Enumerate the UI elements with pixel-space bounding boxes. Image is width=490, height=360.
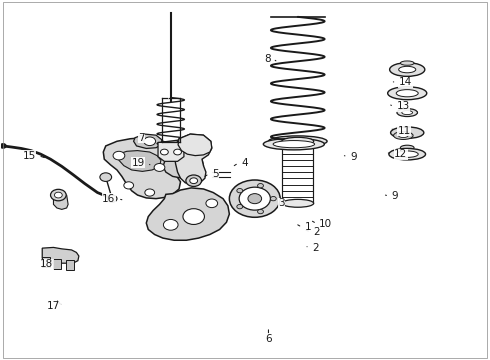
- Ellipse shape: [269, 136, 327, 147]
- Circle shape: [186, 175, 201, 186]
- Ellipse shape: [388, 87, 427, 100]
- Text: 6: 6: [265, 333, 272, 343]
- Circle shape: [206, 199, 218, 208]
- Polygon shape: [134, 134, 162, 148]
- Text: 9: 9: [350, 152, 357, 162]
- Text: 16: 16: [102, 194, 116, 204]
- Circle shape: [258, 210, 264, 214]
- Circle shape: [183, 209, 204, 225]
- Circle shape: [160, 149, 168, 155]
- Circle shape: [237, 204, 243, 209]
- Polygon shape: [174, 134, 212, 184]
- Bar: [66, 260, 74, 270]
- Circle shape: [154, 163, 165, 171]
- Ellipse shape: [282, 137, 314, 145]
- Ellipse shape: [402, 111, 413, 114]
- Text: 12: 12: [394, 149, 407, 159]
- Text: 8: 8: [264, 54, 270, 64]
- Circle shape: [124, 182, 134, 189]
- Text: 13: 13: [396, 102, 410, 112]
- Text: 7: 7: [138, 133, 145, 143]
- Polygon shape: [118, 150, 161, 171]
- Circle shape: [163, 220, 178, 230]
- Text: 2: 2: [314, 227, 320, 237]
- Circle shape: [229, 180, 280, 217]
- Text: 4: 4: [241, 158, 248, 168]
- Ellipse shape: [396, 90, 418, 97]
- Ellipse shape: [393, 132, 413, 139]
- Circle shape: [270, 197, 276, 201]
- Circle shape: [190, 178, 197, 184]
- Text: 5: 5: [212, 168, 219, 179]
- Circle shape: [237, 189, 243, 193]
- Text: 1: 1: [305, 222, 311, 232]
- Polygon shape: [103, 138, 180, 199]
- Polygon shape: [147, 188, 229, 240]
- Circle shape: [144, 137, 156, 145]
- Polygon shape: [158, 142, 184, 161]
- Text: 14: 14: [399, 77, 412, 87]
- Ellipse shape: [400, 61, 414, 65]
- Ellipse shape: [282, 199, 314, 207]
- Circle shape: [107, 195, 117, 202]
- Polygon shape: [163, 152, 203, 178]
- Ellipse shape: [391, 127, 424, 138]
- Text: 18: 18: [40, 259, 53, 269]
- Circle shape: [113, 151, 125, 160]
- Circle shape: [54, 192, 62, 198]
- Text: 19: 19: [132, 158, 145, 168]
- Polygon shape: [53, 195, 68, 210]
- Circle shape: [50, 189, 66, 201]
- Ellipse shape: [399, 66, 416, 73]
- Text: 2: 2: [312, 243, 318, 253]
- Text: 3: 3: [278, 198, 285, 208]
- Circle shape: [100, 173, 112, 181]
- Ellipse shape: [390, 63, 425, 76]
- Circle shape: [0, 144, 6, 148]
- Circle shape: [248, 194, 262, 204]
- Ellipse shape: [396, 151, 418, 157]
- Ellipse shape: [397, 109, 417, 117]
- Text: 15: 15: [23, 150, 36, 161]
- Text: 17: 17: [47, 301, 60, 311]
- Circle shape: [145, 189, 155, 196]
- Circle shape: [239, 187, 270, 210]
- Bar: [53, 258, 61, 269]
- Polygon shape: [42, 247, 79, 263]
- Bar: [42, 257, 49, 267]
- Text: 10: 10: [319, 219, 332, 229]
- Ellipse shape: [400, 145, 414, 150]
- Circle shape: [173, 149, 181, 155]
- Ellipse shape: [389, 148, 425, 160]
- Ellipse shape: [398, 134, 408, 138]
- Ellipse shape: [263, 138, 324, 150]
- Circle shape: [258, 184, 264, 188]
- Text: 9: 9: [392, 191, 398, 201]
- Polygon shape: [178, 134, 212, 156]
- Text: 11: 11: [397, 126, 411, 135]
- Ellipse shape: [273, 140, 315, 148]
